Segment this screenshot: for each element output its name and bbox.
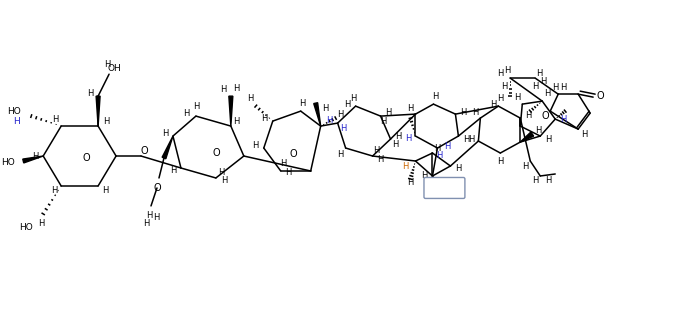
Text: H: H [350,94,357,102]
Text: H: H [247,94,254,102]
Polygon shape [96,96,100,126]
Text: H: H [552,83,559,92]
Text: H: H [490,99,497,109]
Text: H: H [280,159,287,168]
Text: H: H [501,82,508,91]
Text: HO: HO [1,158,16,167]
Text: H: H [233,84,239,93]
Text: H: H [497,157,503,166]
Text: H: H [193,101,199,111]
Text: H: H [581,130,587,138]
Text: H: H [436,151,443,160]
Text: H: H [103,117,109,126]
Text: H: H [377,155,384,164]
Text: H: H [218,168,224,177]
Text: H: H [455,165,462,173]
Text: H: H [51,186,57,196]
Text: H: H [104,60,111,69]
Text: H: H [32,152,38,161]
Text: O: O [290,149,297,159]
Text: O: O [596,91,604,101]
Text: H: H [463,134,470,143]
Polygon shape [313,103,321,126]
Text: H: H [545,176,551,185]
Text: H: H [472,108,479,117]
Text: H: H [460,108,466,117]
Text: H: H [497,94,503,102]
Text: HO: HO [20,223,33,233]
Text: H: H [407,178,414,187]
Polygon shape [433,176,439,187]
Text: H: H [299,99,306,108]
Text: H: H [434,143,441,153]
Text: O: O [140,146,148,156]
Text: H: H [380,117,387,126]
Text: H: H [514,93,520,101]
Text: H: H [522,162,528,170]
Text: H: H [560,83,566,92]
Text: Aβδ: Aβδ [436,183,453,193]
Text: H: H [253,140,259,150]
Text: H: H [535,126,541,135]
Text: H: H [340,124,347,133]
Polygon shape [229,96,233,126]
Text: H: H [220,85,226,94]
Text: O: O [82,153,90,163]
Text: H: H [146,211,152,220]
Text: H: H [407,103,414,113]
FancyBboxPatch shape [424,177,465,199]
Text: H: H [322,103,329,113]
Text: O: O [212,148,220,158]
Text: H: H [532,82,539,91]
Text: H: H [536,69,543,78]
Text: H: H [183,109,189,118]
Text: H: H [497,69,503,78]
Text: H: H [504,66,510,75]
Text: H: H [102,186,109,196]
Text: HO: HO [7,107,22,116]
Text: O: O [153,183,161,193]
Text: H: H [540,77,547,86]
Text: H: H [373,145,379,155]
Text: H: H [421,171,428,180]
Text: H: H [52,115,59,124]
Text: H: H [286,168,292,177]
Text: H: H [338,150,344,159]
Text: H: H [220,176,227,185]
Text: H: H [162,129,168,137]
Text: H: H [153,213,159,222]
Text: H: H [432,92,439,101]
Polygon shape [162,136,173,159]
Text: H: H [432,185,439,195]
Text: H: H [532,176,539,185]
Text: H: H [525,111,532,120]
Text: H: H [13,117,20,126]
Text: H: H [143,219,149,228]
Text: H: H [392,139,399,149]
Text: H: H [468,134,474,143]
Text: H: H [386,108,392,117]
Text: H: H [262,114,268,123]
Text: H: H [344,99,350,109]
Text: H: H [405,133,412,142]
Text: H: H [87,89,93,98]
Polygon shape [23,156,43,163]
Polygon shape [520,132,534,142]
Text: OH: OH [107,64,121,73]
Text: H: H [396,132,402,140]
Text: H: H [544,89,551,98]
Text: H: H [38,219,44,228]
Text: H: H [402,162,408,170]
Text: H: H [338,110,344,119]
Text: O: O [541,111,549,121]
Text: H: H [233,117,239,126]
Text: H: H [560,115,566,124]
Text: H: H [545,134,551,143]
Text: H: H [326,116,333,125]
Text: H: H [170,167,176,175]
Text: H: H [444,141,451,151]
